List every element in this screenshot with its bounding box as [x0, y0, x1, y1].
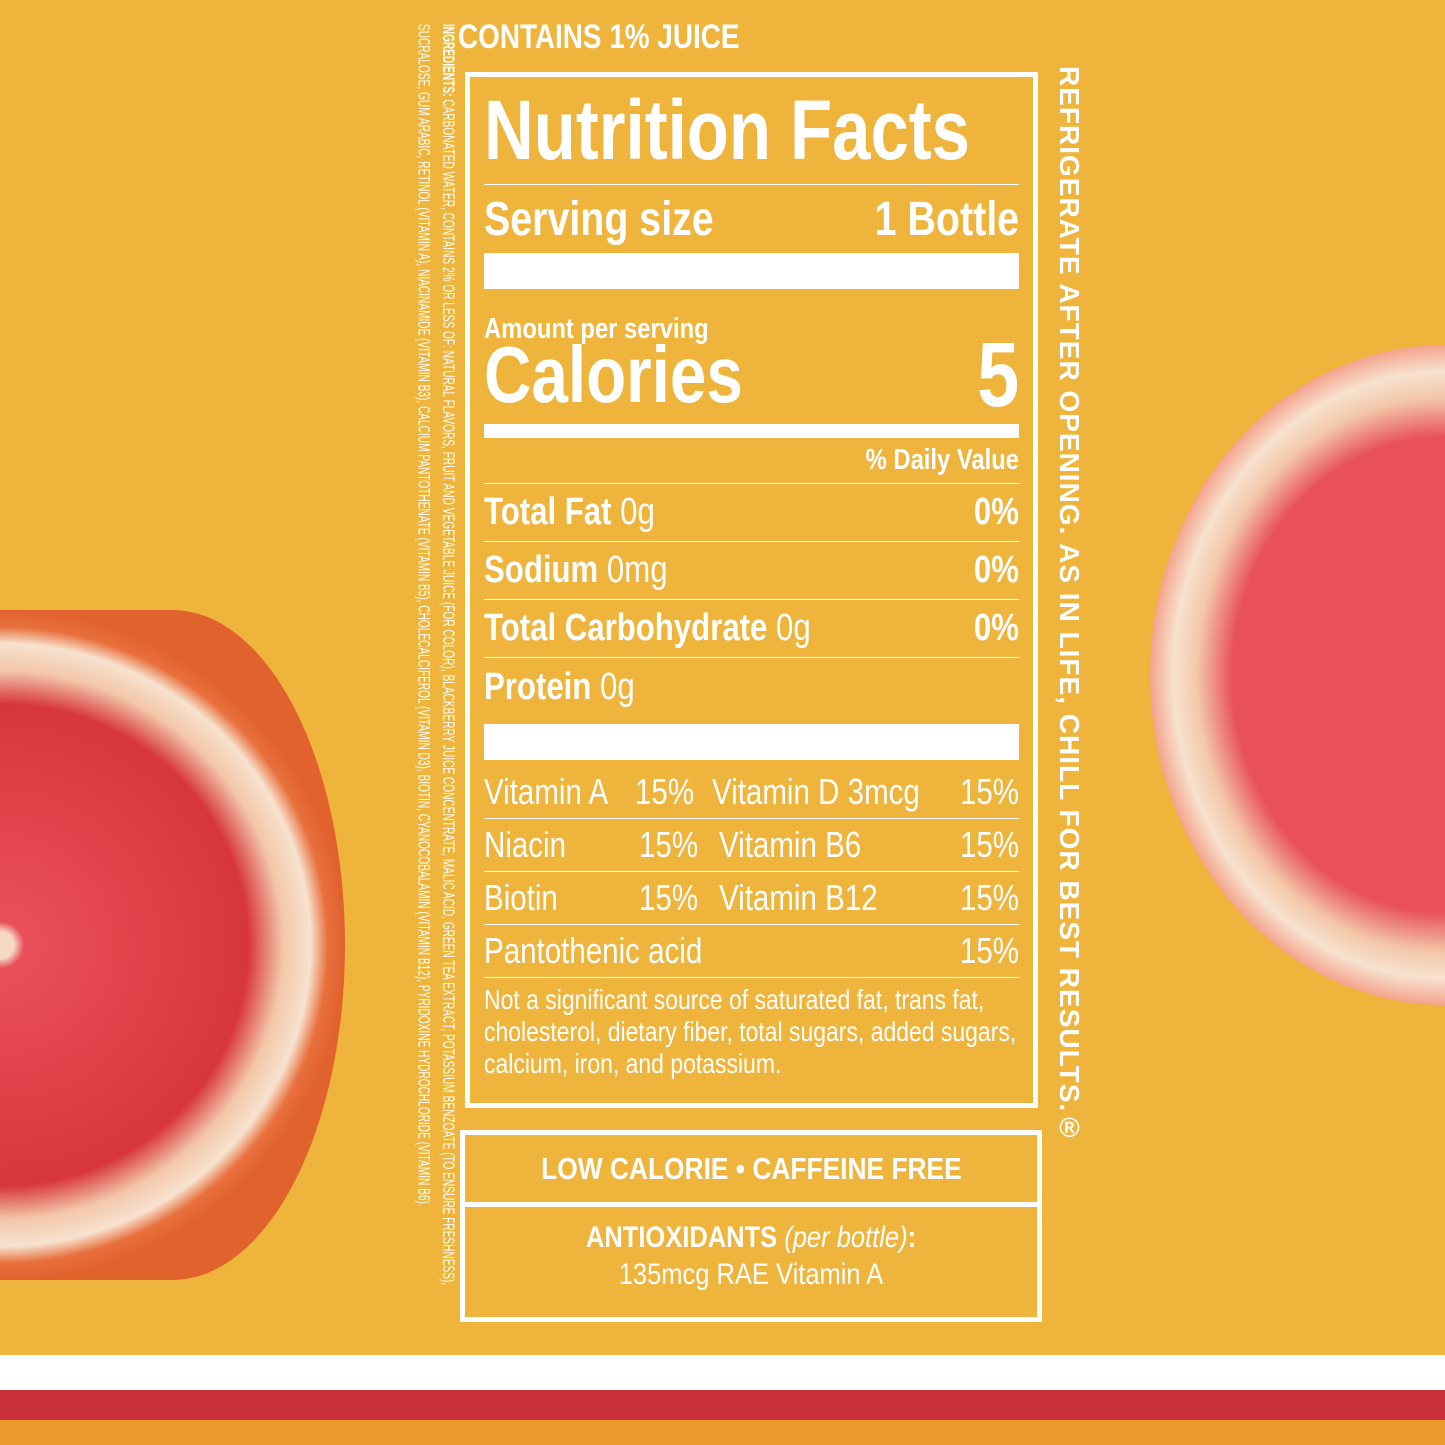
nutrient-name: Sodium	[484, 549, 599, 591]
vitamin-dv: 15%	[959, 771, 1019, 812]
vitamin-name: Vitamin B12	[718, 877, 878, 918]
juice-content: CONTAINS 1% JUICE	[458, 18, 740, 56]
grapefruit-wedge-image	[1150, 345, 1445, 1005]
refrigerate-note: REFRIGERATE AFTER OPENING. AS IN LIFE, C…	[1054, 66, 1085, 1145]
nutrient-row: Total Carbohydrate 0g 0%	[484, 600, 1019, 658]
ingredients-text: INGREDIENTS: CARBONATED WATER, CONTAINS …	[360, 24, 460, 1333]
vitamin-row: Pantothenic acid 15%	[484, 925, 1019, 978]
calories-value: 5	[977, 324, 1019, 426]
divider	[484, 724, 1019, 760]
vitamin-name: Pantothenic acid	[484, 930, 703, 971]
nutrient-amount: 0mg	[606, 549, 668, 591]
nutrient-row: Protein 0g	[484, 658, 1019, 716]
ingredients-label: INGREDIENTS:	[439, 24, 458, 97]
nutrient-amount: 0g	[620, 491, 655, 533]
low-calorie-claim: LOW CALORIE • CAFFEINE FREE	[540, 1150, 962, 1186]
vitamin-dv: 15%	[635, 771, 695, 812]
claims-box: LOW CALORIE • CAFFEINE FREE ANTIOXIDANTS…	[460, 1130, 1042, 1322]
white-stripe	[0, 1355, 1445, 1390]
nutrient-name: Total Carbohydrate	[484, 607, 768, 649]
vitamin-name: Niacin	[484, 824, 567, 865]
vitamin-name: Biotin	[484, 877, 558, 918]
nutrition-title: Nutrition Facts	[484, 83, 971, 177]
vitamin-dv: 15%	[639, 877, 699, 918]
vitamin-name: Vitamin A	[484, 771, 609, 812]
vitamin-dv: 15%	[959, 824, 1019, 865]
nutrient-amount: 0g	[776, 607, 811, 649]
amount-per-serving: Amount per serving	[484, 313, 709, 345]
calories-label: Calories	[484, 330, 743, 419]
grapefruit-half-image	[0, 610, 345, 1280]
vitamin-dv: 15%	[639, 824, 699, 865]
vitamin-a-amount: 135mcg RAE Vitamin A	[618, 1258, 884, 1291]
divider	[484, 253, 1019, 289]
footnote: Not a significant source of saturated fa…	[484, 984, 1017, 1079]
orange-stripe	[0, 1420, 1445, 1445]
serving-size-value: 1 Bottle	[874, 192, 1019, 246]
vitamin-row: Niacin 15% Vitamin B6 15%	[484, 819, 1019, 872]
red-stripe	[0, 1390, 1445, 1420]
vitamin-dv: 15%	[959, 930, 1019, 971]
vitamin-row: Vitamin A 15% Vitamin D 3mcg 15%	[484, 766, 1019, 819]
nutrient-row: Sodium 0mg 0%	[484, 542, 1019, 600]
nutrient-row: Total Fat 0g 0%	[484, 484, 1019, 542]
nutrient-amount: 0g	[600, 665, 635, 708]
serving-size-label: Serving size	[484, 192, 714, 246]
vitamin-dv: 15%	[959, 877, 1019, 918]
antioxidants-label: ANTIOXIDANTS	[585, 1221, 778, 1254]
vitamin-name: Vitamin B6	[718, 824, 862, 865]
nutrient-dv: 0%	[973, 491, 1019, 533]
vitamin-row: Biotin 15% Vitamin B12 15%	[484, 872, 1019, 925]
nutrition-facts-panel: Nutrition Facts Serving size 1 Bottle Amo…	[465, 72, 1038, 1108]
vitamin-name: Vitamin D 3mcg	[711, 771, 920, 812]
daily-value-header: % Daily Value	[865, 444, 1019, 476]
nutrient-name: Protein	[484, 665, 592, 708]
antioxidants-claim: ANTIOXIDANTS (per bottle): 135mcg RAE Vi…	[508, 1207, 994, 1293]
divider	[484, 424, 1019, 438]
nutrient-dv: 0%	[973, 549, 1019, 591]
nutrient-dv: 0%	[973, 607, 1019, 649]
nutrient-name: Total Fat	[484, 491, 612, 533]
colon: :	[907, 1221, 917, 1254]
per-bottle-label: (per bottle)	[784, 1221, 908, 1254]
ingredients-list: CARBONATED WATER, CONTAINS 2% OR LESS OF…	[414, 24, 459, 1286]
